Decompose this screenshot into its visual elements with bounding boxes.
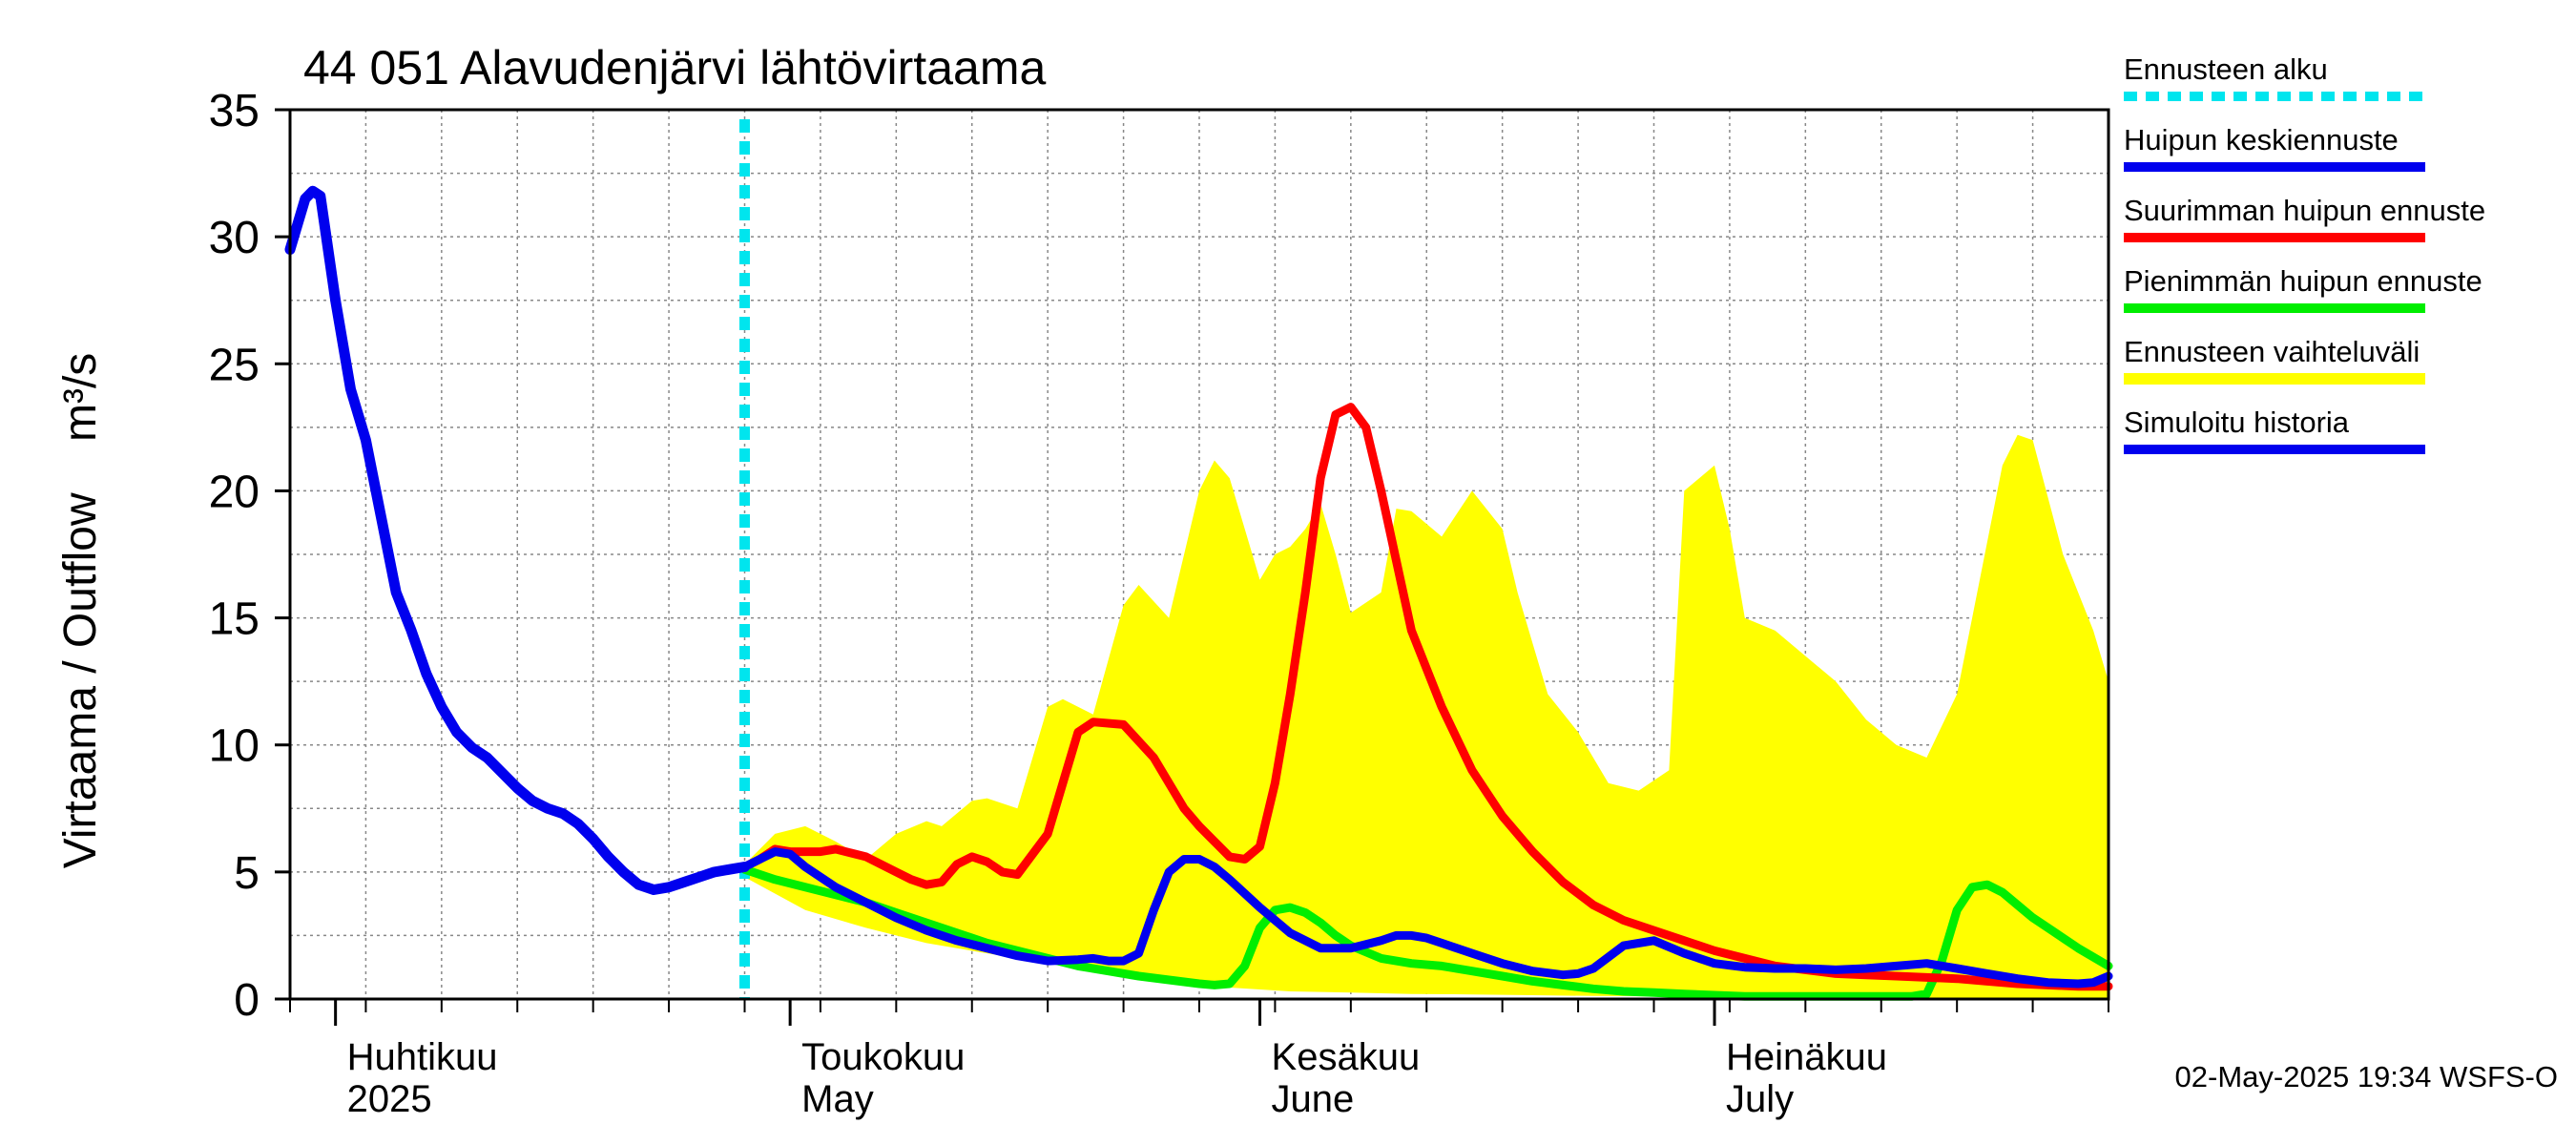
month-label: Heinäkuu [1726, 1036, 1887, 1078]
series-line-simulated-history [284, 185, 750, 895]
y-tick-label: 20 [209, 467, 260, 517]
month-sublabel: June [1272, 1078, 1355, 1120]
month-sublabel: 2025 [347, 1078, 432, 1120]
legend-label: Simuloitu historia [2124, 406, 2350, 439]
legend-label: Suurimman huipun ennuste [2124, 194, 2485, 227]
legend-label: Ennusteen alku [2124, 52, 2328, 86]
y-tick-label: 15 [209, 594, 260, 645]
y-tick-label: 25 [209, 340, 260, 390]
series-line-mean-peak [740, 847, 2113, 989]
legend-label: Pienimmän huipun ennuste [2124, 264, 2483, 298]
y-axis-label-text: Virtaama / Outflow [55, 492, 106, 868]
month-label: Huhtikuu [347, 1036, 498, 1078]
plot-area [284, 119, 2113, 1001]
month-label: Kesäkuu [1272, 1036, 1421, 1078]
y-axis-label: Virtaama / Outflow m³/s [55, 353, 106, 869]
y-tick-label: 35 [209, 86, 260, 136]
forecast-range-band [744, 434, 2109, 998]
y-tick-label: 0 [234, 975, 260, 1026]
y-tick-label: 10 [209, 721, 260, 772]
chart-title: 44 051 Alavudenjärvi lähtövirtaama [303, 41, 1046, 94]
y-tick-label: 30 [209, 213, 260, 263]
legend-label: Ennusteen vaihteluväli [2124, 335, 2420, 368]
legend: Ennusteen alku Huipun keskiennuste Suurimm… [2124, 52, 2485, 454]
legend-label: Huipun keskiennuste [2124, 123, 2399, 156]
y-tick-label: 5 [234, 848, 260, 899]
month-sublabel: May [801, 1078, 874, 1120]
month-sublabel: July [1726, 1078, 1794, 1120]
y-axis-unit: m³/s [55, 353, 106, 442]
y-axis: 0 5 10 15 20 25 30 35 [209, 86, 290, 1026]
timestamp-footer: 02-May-2025 19:34 WSFS-O [2175, 1060, 2558, 1093]
month-label: Toukokuu [801, 1036, 965, 1078]
